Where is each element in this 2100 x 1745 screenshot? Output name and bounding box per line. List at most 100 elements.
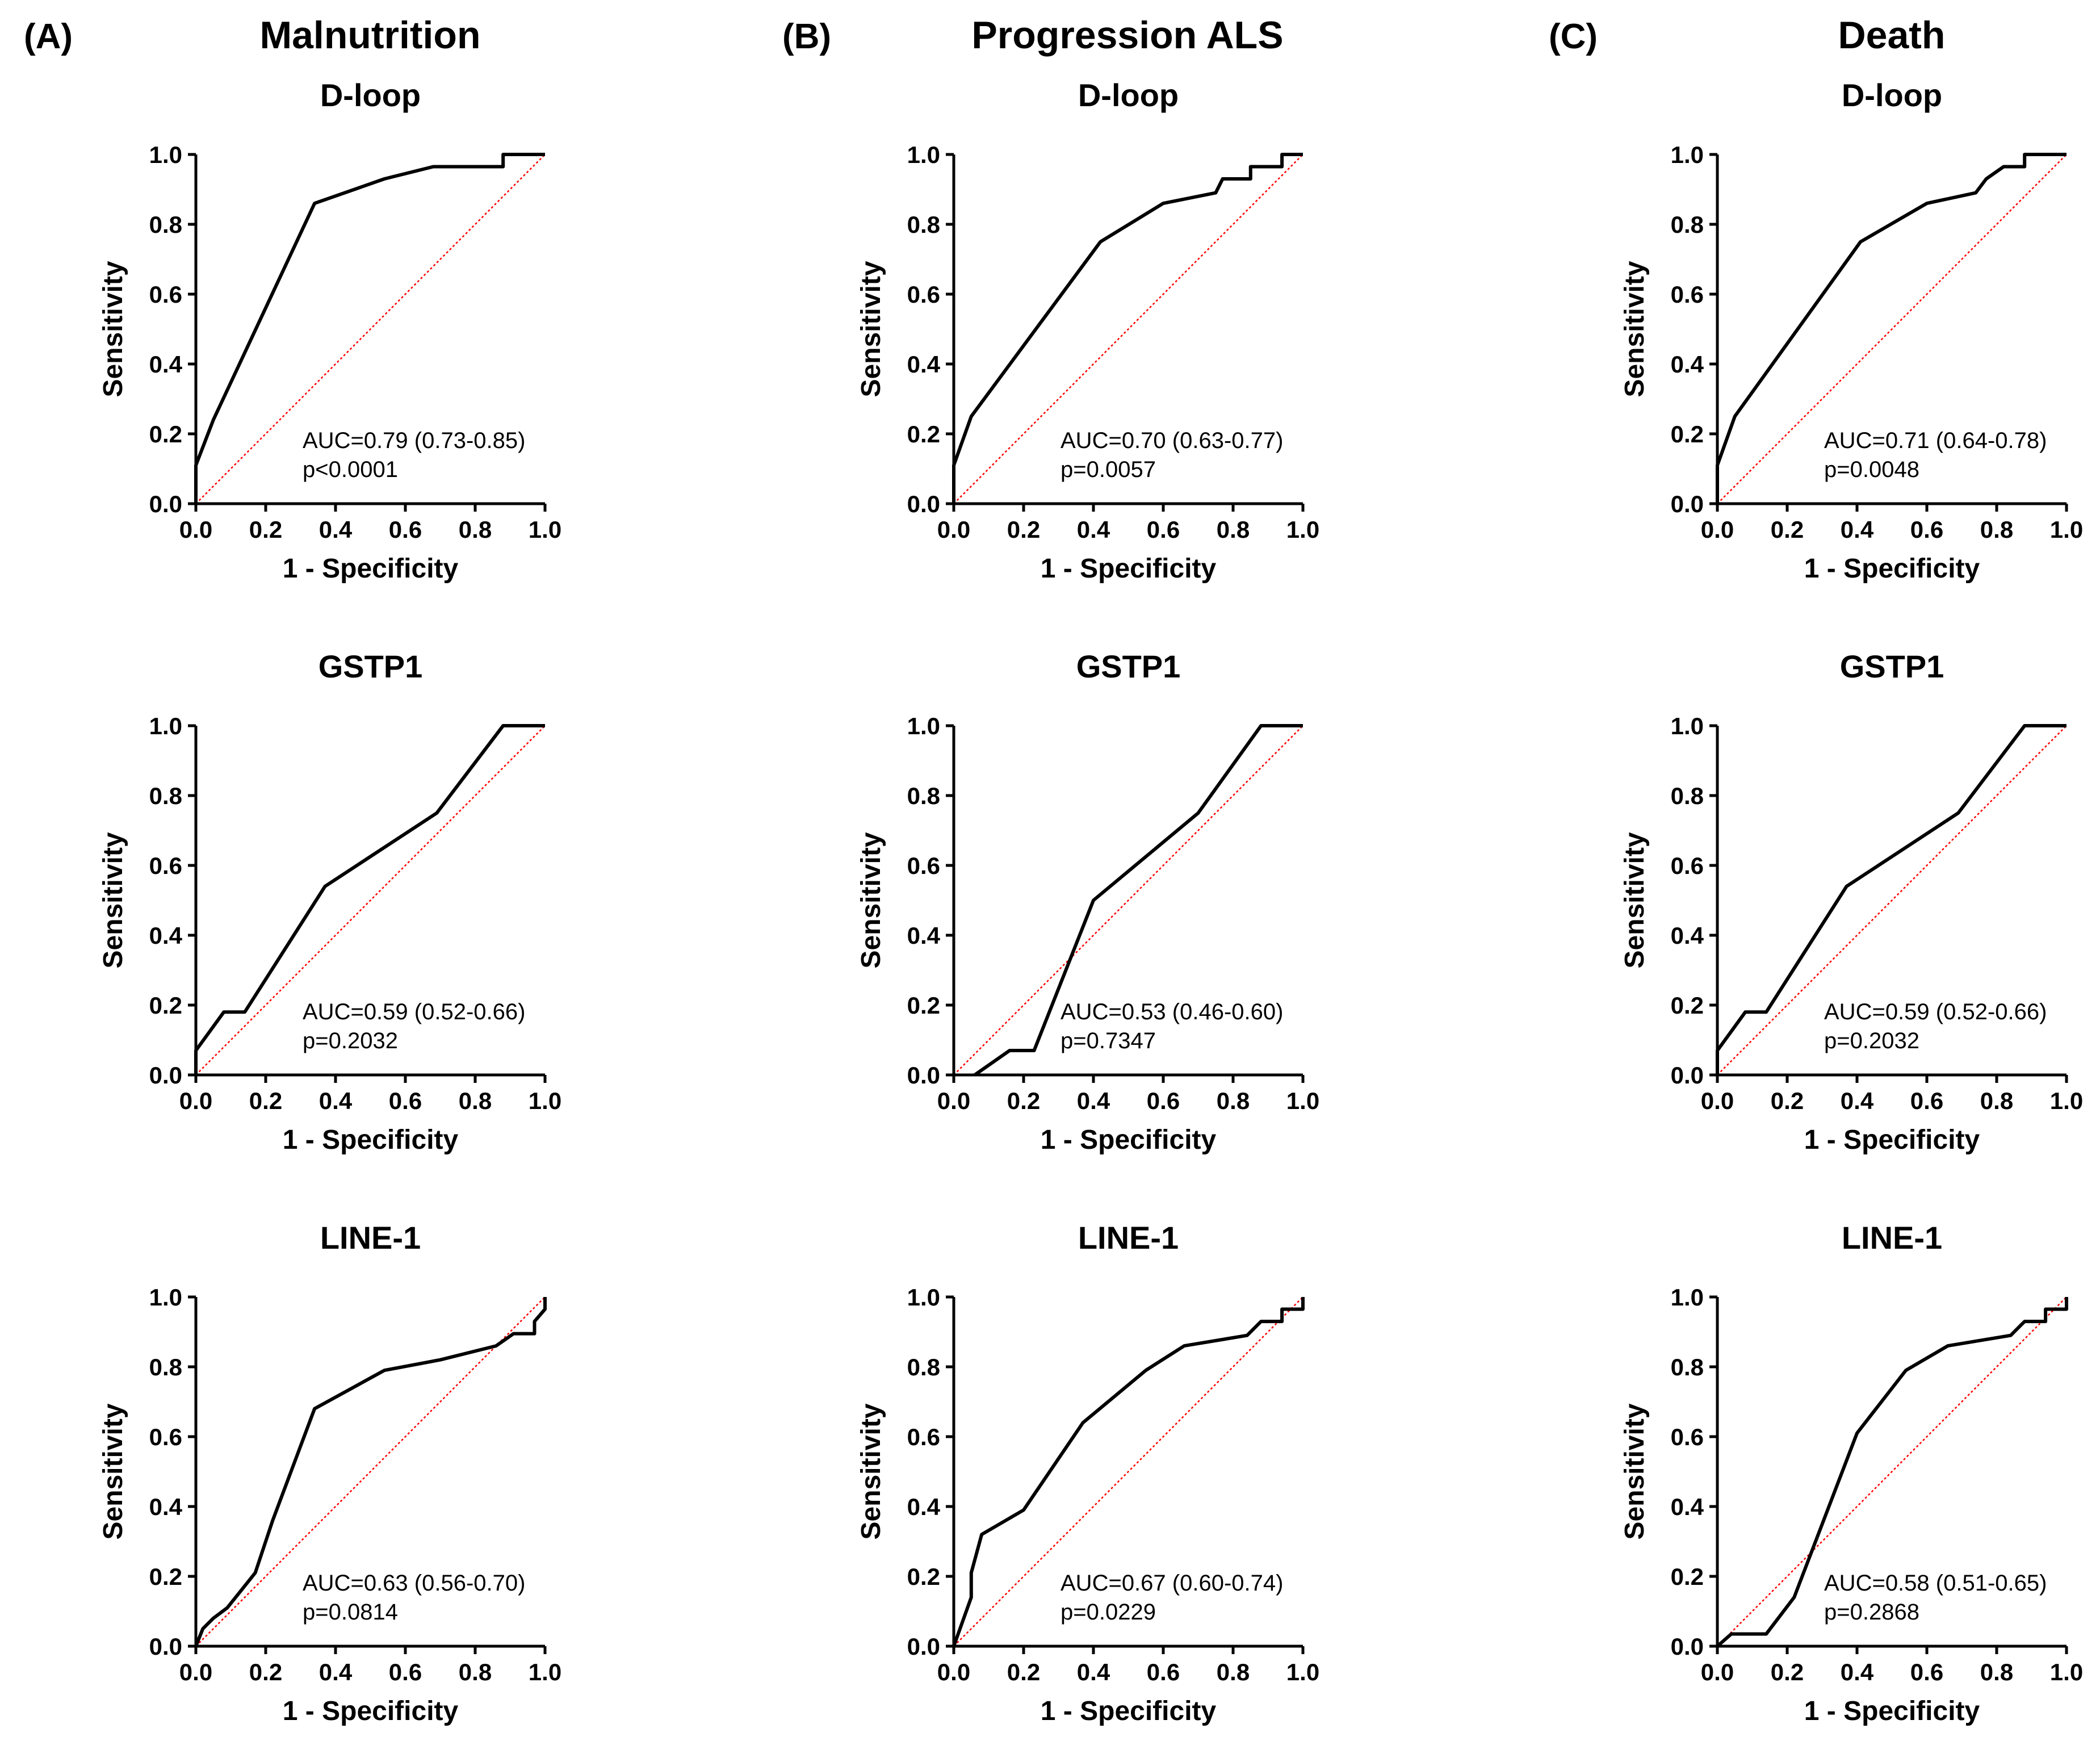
roc-plot-2-2: GSTP1 0.00.0 0.2 0.2 0.4 0.4 0.6 0.6 0.8 0.8 1.0 1.… — [856, 648, 1319, 1155]
y-tick-label: 0.8 — [1671, 1354, 1704, 1380]
x-axis-label: 1 - Specificity — [283, 1696, 459, 1726]
x-tick-label: 0.4 — [319, 1087, 353, 1114]
roc-curve — [1716, 724, 2067, 1075]
x-axis-label: 1 - Specificity — [1804, 1696, 1980, 1726]
y-tick-label: 0.2 — [149, 421, 182, 447]
x-tick-label: 0.4 — [319, 1659, 353, 1685]
reference-diagonal — [1717, 154, 2067, 504]
y-tick-label: 0.8 — [149, 782, 182, 809]
x-tick-label: 0.8 — [1217, 1659, 1250, 1685]
x-tick-label: 1.0 — [2050, 516, 2083, 543]
y-tick-label: 0.4 — [149, 922, 183, 949]
y-axis-label: Sensitivity — [98, 261, 128, 397]
roc-plot-2-1: D-loop 0.00.0 0.2 0.2 0.4 0.4 0.6 0.6 0.8 0.8 1.0 1… — [856, 77, 1319, 584]
y-tick-label: 0.6 — [1671, 281, 1704, 308]
column-letter: (B) — [782, 17, 831, 56]
y-axis-label: Sensitivity — [1620, 261, 1650, 397]
y-tick-label: 1.0 — [907, 141, 940, 168]
x-tick-label: 0.4 — [1841, 1659, 1874, 1685]
y-tick-label: 0.0 — [1671, 1062, 1704, 1089]
p-value-label: p=0.0048 — [1824, 457, 1919, 482]
y-tick-label: 0.0 — [149, 1062, 182, 1089]
x-axis-label: 1 - Specificity — [283, 554, 459, 584]
p-value-label: p=0.0057 — [1061, 457, 1156, 482]
p-value-label: p=0.2032 — [303, 1028, 398, 1053]
x-tick-label: 1.0 — [2050, 1659, 2083, 1685]
y-tick-label: 0.2 — [149, 1563, 182, 1590]
p-value-label: p=0.0229 — [1061, 1600, 1156, 1625]
plot-title: D-loop — [320, 77, 421, 113]
reference-diagonal — [1717, 725, 2067, 1076]
auc-label: AUC=0.53 (0.46-0.60) — [1061, 999, 1283, 1024]
x-tick-label: 0.6 — [1910, 1087, 1943, 1114]
y-tick-label: 0.4 — [149, 351, 183, 378]
x-tick-label: 0.4 — [1841, 1087, 1874, 1114]
x-tick-label: 0.2 — [249, 1087, 282, 1114]
roc-plot-3-1: D-loop 0.00.0 0.2 0.2 0.4 0.4 0.6 0.6 0.8 0.8 1.0 1… — [1620, 77, 2083, 584]
reference-diagonal — [953, 725, 1303, 1076]
x-tick-label: 0.2 — [1771, 1659, 1804, 1685]
x-tick-label: 0.4 — [319, 516, 353, 543]
y-tick-label: 0.2 — [1671, 421, 1704, 447]
p-value-label: p<0.0001 — [303, 457, 398, 482]
column-letter: (C) — [1549, 17, 1598, 56]
reference-diagonal — [195, 725, 546, 1076]
roc-curve — [974, 724, 1303, 1077]
x-tick-label: 1.0 — [1286, 1087, 1319, 1114]
y-axis-label: Sensitivity — [856, 1403, 886, 1539]
y-tick-label: 0.0 — [1671, 1633, 1704, 1660]
roc-curve — [194, 153, 545, 504]
x-tick-label: 0.2 — [1007, 1087, 1040, 1114]
reference-diagonal — [195, 1296, 546, 1647]
y-tick-label: 0.6 — [149, 1424, 182, 1450]
reference-diagonal — [195, 154, 546, 504]
x-tick-label: 0.4 — [1841, 516, 1874, 543]
x-tick-label: 0.0 — [179, 516, 212, 543]
reference-diagonal — [953, 154, 1303, 504]
x-tick-label: 0.6 — [1147, 1087, 1180, 1114]
column-header-a: (A) Malnutrition — [24, 14, 481, 57]
y-tick-label: 0.0 — [1671, 491, 1704, 517]
x-axis-label: 1 - Specificity — [283, 1125, 459, 1155]
x-tick-label: 0.0 — [937, 1659, 970, 1685]
y-tick-label: 0.4 — [1671, 922, 1704, 949]
y-tick-label: 1.0 — [1671, 141, 1704, 168]
y-tick-label: 0.4 — [149, 1493, 183, 1520]
p-value-label: p=0.2032 — [1824, 1028, 1919, 1053]
y-tick-label: 1.0 — [149, 141, 182, 168]
x-axis-label: 1 - Specificity — [1041, 1696, 1217, 1726]
x-tick-label: 0.8 — [1980, 516, 2013, 543]
roc-plot-3-2: GSTP1 0.00.0 0.2 0.2 0.4 0.4 0.6 0.6 0.8 0.8 1.0 1.… — [1620, 648, 2083, 1155]
y-tick-label: 0.6 — [1671, 1424, 1704, 1450]
y-axis-label: Sensitivity — [1620, 832, 1650, 968]
plot-title: GSTP1 — [1076, 648, 1181, 684]
y-tick-label: 0.4 — [907, 351, 941, 378]
y-tick-label: 0.6 — [907, 281, 940, 308]
y-tick-label: 1.0 — [907, 1284, 940, 1311]
y-tick-label: 0.8 — [907, 211, 940, 238]
y-tick-label: 0.8 — [907, 782, 940, 809]
y-axis-label: Sensitivity — [856, 261, 886, 397]
y-tick-label: 0.0 — [907, 491, 940, 517]
x-tick-label: 1.0 — [2050, 1087, 2083, 1114]
plot-title: LINE-1 — [320, 1220, 421, 1256]
x-tick-label: 0.0 — [179, 1087, 212, 1114]
plot-title: D-loop — [1078, 77, 1179, 113]
x-tick-label: 0.0 — [179, 1659, 212, 1685]
x-tick-label: 1.0 — [529, 1659, 561, 1685]
roc-curve — [1716, 153, 2067, 504]
x-tick-label: 1.0 — [529, 1087, 561, 1114]
x-tick-label: 0.6 — [389, 1659, 422, 1685]
x-tick-label: 0.6 — [389, 516, 422, 543]
y-tick-label: 0.4 — [907, 922, 941, 949]
y-tick-label: 0.8 — [1671, 782, 1704, 809]
y-tick-label: 0.8 — [907, 1354, 940, 1380]
p-value-label: p=0.0814 — [303, 1600, 398, 1625]
y-axis-label: Sensitivity — [98, 1403, 128, 1539]
x-tick-label: 0.4 — [1077, 516, 1110, 543]
auc-label: AUC=0.79 (0.73-0.85) — [303, 428, 525, 453]
y-tick-label: 0.0 — [149, 1633, 182, 1660]
y-tick-label: 0.0 — [149, 491, 182, 517]
x-tick-label: 0.2 — [249, 1659, 282, 1685]
auc-label: AUC=0.71 (0.64-0.78) — [1824, 428, 2047, 453]
